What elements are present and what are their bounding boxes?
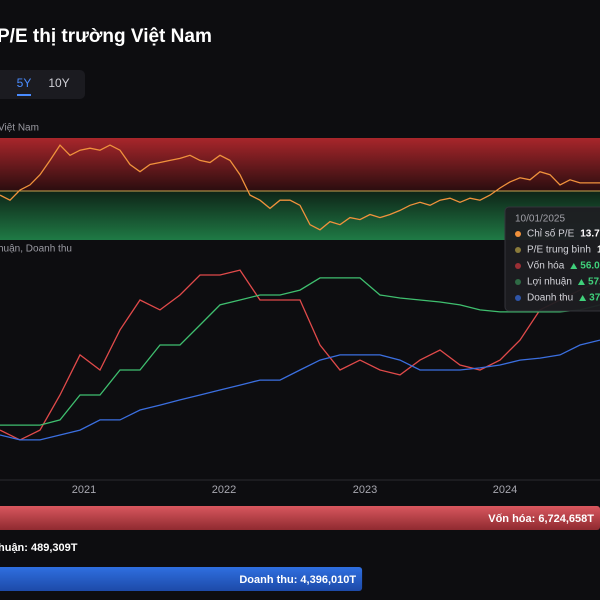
tooltip-box	[504, 206, 600, 312]
legend-value: 56.0	[580, 261, 600, 272]
legend-name: P/E trung bình	[527, 245, 591, 256]
legend-name: Doanh thu	[527, 293, 573, 304]
legend-dot	[515, 279, 521, 285]
x-tick-label: 2023	[353, 484, 377, 496]
high-band	[0, 138, 600, 192]
page-title: P/E thị trường Việt Nam	[0, 26, 212, 47]
up-arrow	[570, 263, 578, 269]
x-tick-label: 2021	[72, 484, 96, 496]
legend-value: 37	[589, 293, 600, 304]
legend-value: 13.7	[580, 229, 600, 240]
legend-name: Chỉ số P/E	[527, 228, 575, 240]
series-line	[0, 339, 600, 441]
chart-title: Việt Nam	[0, 123, 39, 134]
tooltip-date: 10/01/2025	[515, 214, 565, 225]
bar-label: Doanh thu: 4,396,010T	[239, 574, 356, 586]
legend-dot	[515, 295, 521, 301]
up-arrow	[577, 279, 585, 285]
bar	[0, 506, 600, 530]
low-band	[0, 191, 600, 240]
up-arrow	[579, 295, 587, 301]
series-line	[0, 144, 600, 231]
chart-title: huận, Doanh thu	[0, 244, 72, 255]
series-line	[0, 277, 600, 426]
x-tick-label: 2022	[212, 484, 236, 496]
legend-dot	[515, 231, 521, 237]
x-tick-label: 2024	[493, 484, 517, 496]
bar-label: huận: 489,309T	[0, 542, 78, 554]
legend-value: 57.	[588, 277, 600, 288]
bar-label: Vốn hóa: 6,724,658T	[488, 513, 594, 525]
tab-underline	[17, 94, 31, 96]
series-line	[0, 269, 600, 441]
tab-group	[0, 70, 85, 99]
legend-dot	[515, 247, 521, 253]
legend-name: Lợi nhuận	[527, 277, 572, 288]
tab[interactable]: 5Y	[17, 76, 32, 90]
legend-dot	[515, 263, 521, 269]
bar	[0, 567, 363, 591]
legend-value: 1	[597, 245, 600, 256]
legend-name: Vốn hóa	[527, 260, 565, 272]
tab[interactable]: 10Y	[48, 76, 69, 90]
